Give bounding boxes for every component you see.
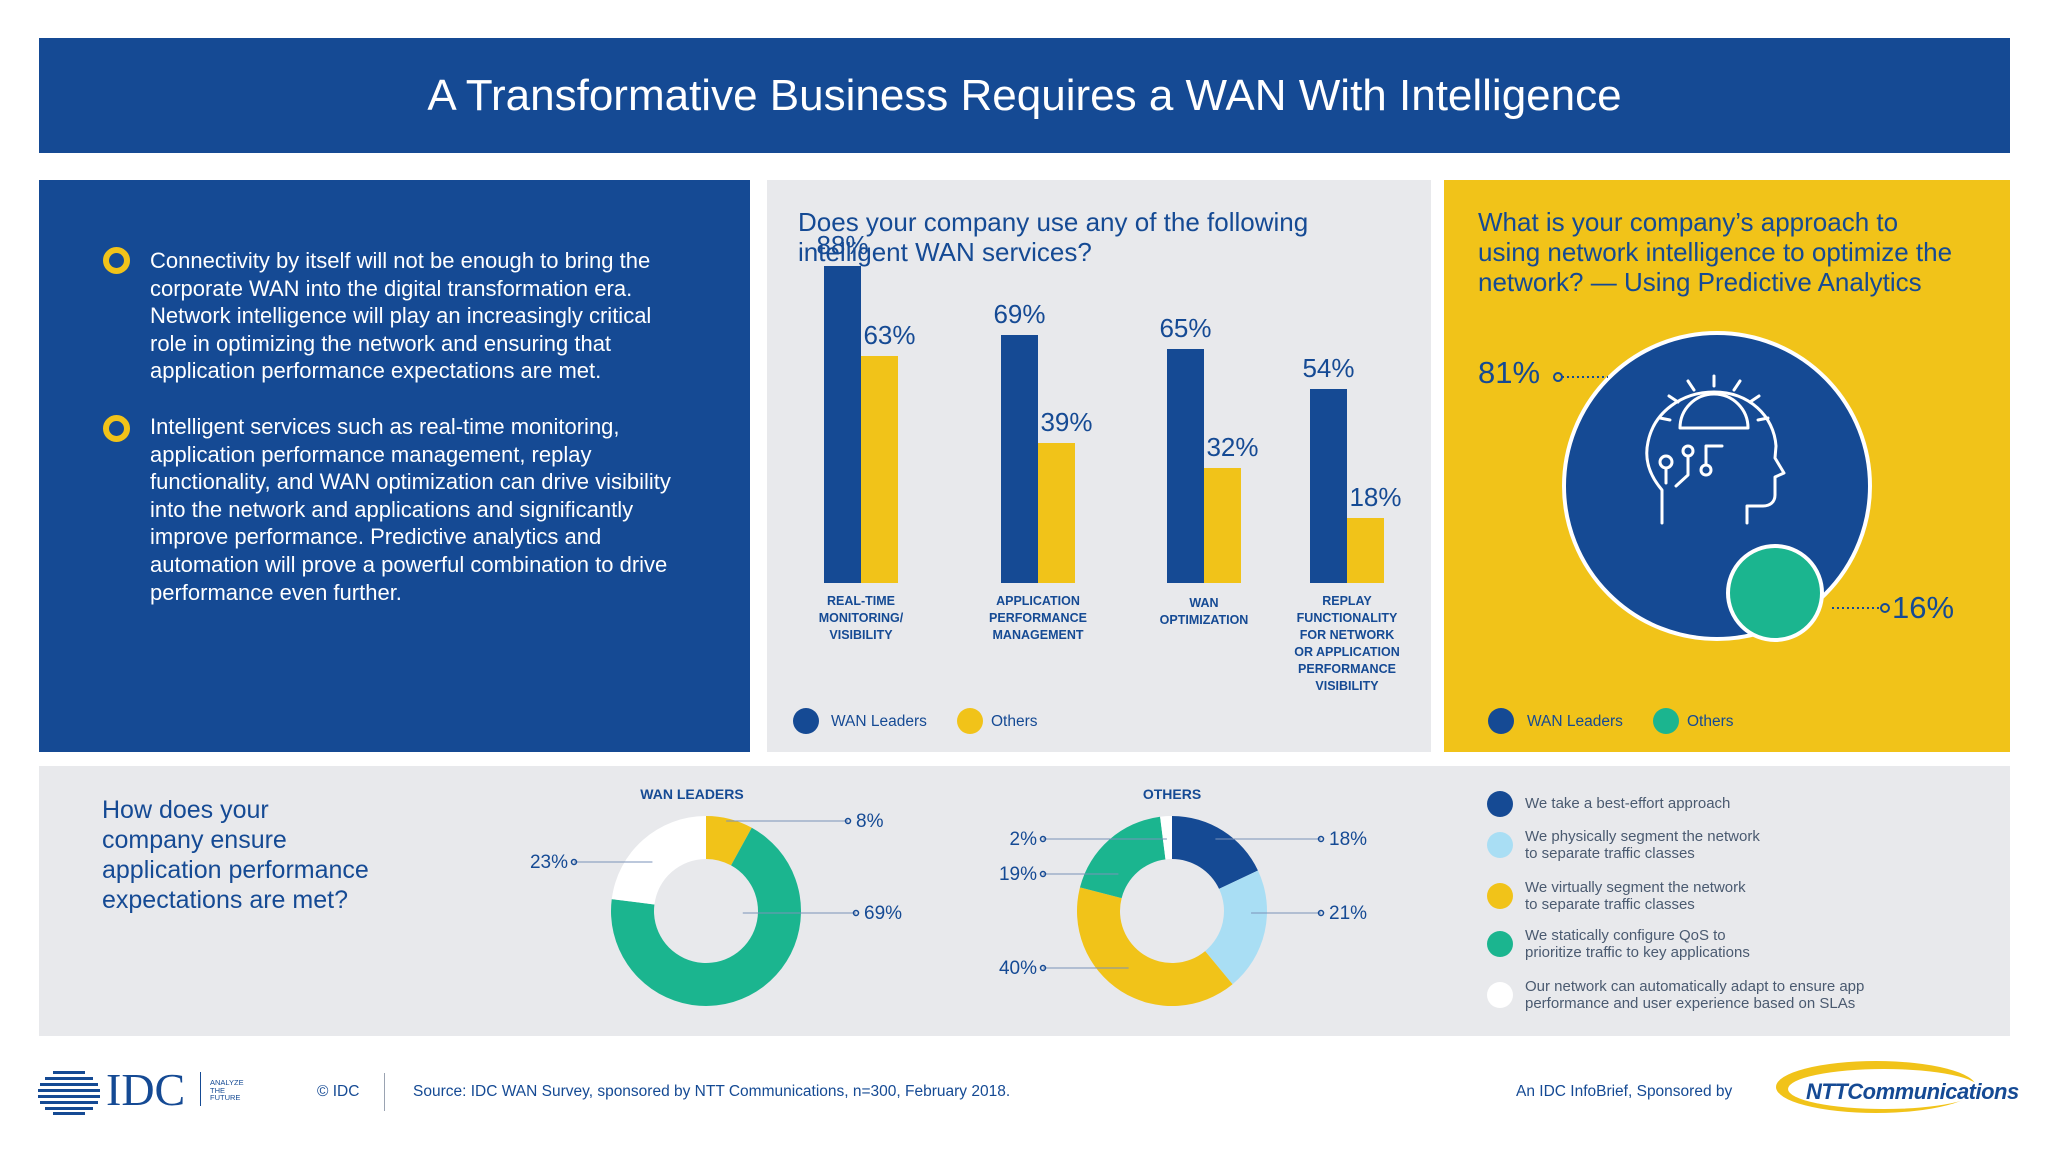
page-title: A Transformative Business Requires a WAN…: [39, 38, 2010, 153]
ntt-logo-swoosh: [1776, 1061, 1980, 1113]
category-label: REPLAY FUNCTIONALITY FOR NETWORK OR APPLICA…: [1294, 594, 1400, 693]
bar-wan-leaders-4: [1310, 388, 1347, 583]
bubble-chart: [1553, 331, 1890, 642]
donut-slice: [611, 816, 706, 905]
leader-dot: [1039, 835, 1047, 843]
approach-label: We take a best-effort approach: [1525, 795, 1731, 812]
donut-value-label: 40%: [999, 958, 1037, 979]
ring-bullet-icon: [103, 247, 130, 274]
bar-others-3: [1204, 467, 1241, 583]
bar-value-label: 18%: [1349, 482, 1402, 513]
bar-value-label: 63%: [863, 320, 916, 351]
bar-wan-leaders-1: [824, 266, 861, 583]
idc-logo: IDC: [106, 1064, 186, 1115]
approach-label: We virtually segment the network to separ…: [1525, 879, 1746, 913]
donut-value-label: 23%: [530, 852, 568, 873]
donut-value-label: 69%: [864, 903, 902, 924]
donut-slice: [1079, 816, 1166, 899]
approach-swatch: [1487, 791, 1513, 817]
intro-panel: [39, 180, 750, 752]
donut-value-label: 2%: [1010, 829, 1038, 850]
source-note: Source: IDC WAN Survey, sponsored by NTT…: [413, 1083, 1011, 1100]
donut-slice: [1172, 816, 1258, 889]
leader-dot: [844, 817, 852, 825]
legend-label-wan-leaders: WAN Leaders: [1527, 713, 1623, 730]
intro-bullet-2: Intelligent services such as real-time m…: [150, 414, 671, 605]
footer-divider: [384, 1073, 385, 1111]
donut-value-label: 19%: [999, 864, 1037, 885]
leader-dot: [1317, 835, 1325, 843]
bar-wan-leaders-2: [1001, 334, 1038, 583]
leader-dot: [852, 909, 860, 917]
donut-slice: [611, 827, 802, 1006]
approach-swatch: [1487, 982, 1513, 1008]
value-label-wan-leaders: 81%: [1478, 355, 1541, 390]
leader-dot: [1553, 372, 1563, 382]
approach-swatch: [1487, 883, 1513, 909]
copyright: © IDC: [317, 1083, 360, 1100]
legend-label-others: Others: [1687, 713, 1734, 730]
ntt-logo: NTTCommunications: [1806, 1079, 2019, 1104]
bar-value-label: 69%: [993, 298, 1046, 329]
value-label-others: 16%: [1892, 590, 1955, 625]
bar-value-label: 39%: [1040, 406, 1093, 437]
donut-title-others: OTHERS: [1142, 786, 1202, 802]
donut-slice: [1160, 816, 1172, 860]
donut-slice: [1205, 870, 1268, 985]
donut-slice: [706, 816, 752, 866]
legend-swatch-others: [957, 708, 983, 734]
leader-dot: [1317, 909, 1325, 917]
donut-value-label: 21%: [1329, 903, 1367, 924]
category-label: WAN OPTIMIZATION: [1159, 596, 1249, 627]
leader-dot: [1880, 603, 1890, 613]
head-gear-circuit-icon: [1645, 374, 1786, 525]
category-label: REAL-TIME MONITORING/VISIBILITY: [818, 594, 904, 642]
approach-swatch: [1487, 931, 1513, 957]
donut-panel: [39, 766, 2010, 1036]
idc-globe-icon: [38, 1071, 100, 1115]
leader-dot: [570, 858, 578, 866]
approach-label: We statically configure QoS to prioritize…: [1525, 927, 1750, 961]
bar-chart-title: Does your company use any of the followi…: [798, 207, 1309, 267]
bar-value-label: 88%: [816, 230, 869, 261]
bar-others-1: [861, 356, 898, 583]
bar-wan-leaders-3: [1167, 349, 1204, 583]
bar-others-2: [1038, 442, 1075, 583]
bar-others-4: [1347, 518, 1384, 583]
legend-label-wan-leaders: WAN Leaders: [831, 713, 927, 730]
bar-value-label: 54%: [1302, 352, 1355, 383]
donut-slice: [1077, 887, 1233, 1007]
ring-bullet-icon: [103, 415, 130, 442]
leader-dot: [1039, 964, 1047, 972]
category-label: APPLICATION PERFORMANCE MANAGEMENT: [989, 594, 1087, 642]
bar-value-label: 32%: [1206, 431, 1259, 462]
legend-label-others: Others: [991, 713, 1038, 730]
idc-tagline: ANALYZE THE FUTURE: [210, 1078, 244, 1102]
intro-bullet-1: Connectivity by itself will not be enoug…: [150, 248, 652, 384]
bar-value-label: 65%: [1159, 313, 1212, 343]
predictive-analytics-title: What is your company’s approach to using…: [1478, 207, 1953, 297]
donut-question: How does your company ensure application…: [102, 796, 369, 914]
donut-value-label: 18%: [1329, 829, 1367, 850]
donut-value-label: 8%: [856, 811, 884, 832]
logo-divider: [200, 1072, 201, 1106]
bubble-others: [1726, 544, 1824, 642]
legend-swatch-wan-leaders: [793, 708, 819, 734]
approach-swatch: [1487, 832, 1513, 858]
legend-swatch-others: [1653, 708, 1679, 734]
approach-label: We physically segment the network to sepa…: [1525, 828, 1760, 862]
leader-dot: [1039, 870, 1047, 878]
legend-swatch-wan-leaders: [1488, 708, 1514, 734]
sponsor-note: An IDC InfoBrief, Sponsored by: [1516, 1083, 1733, 1100]
approach-label: Our network can automatically adapt to e…: [1525, 978, 1865, 1012]
donut-title-wan-leaders: WAN LEADERS: [640, 786, 744, 802]
